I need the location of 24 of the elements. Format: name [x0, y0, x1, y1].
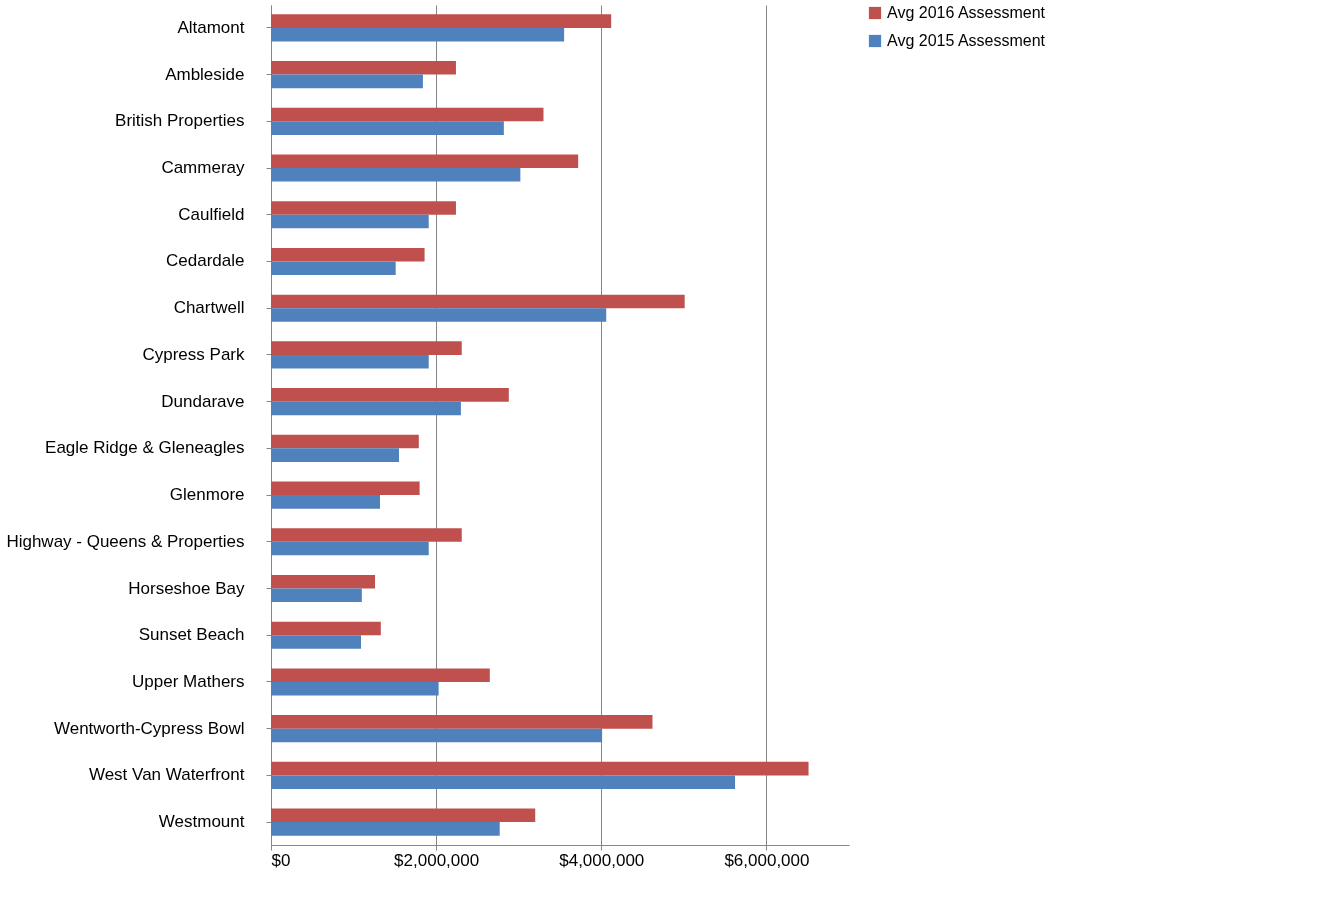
legend-label: Avg 2015 Assessment: [887, 32, 1046, 49]
y-tick-label: Caulfield: [178, 204, 245, 224]
y-tick-label: British Properties: [115, 111, 245, 131]
x-tick-label: $0: [271, 850, 291, 870]
y-tick-label: Highway - Queens & Properties: [6, 531, 245, 551]
y-tick-label: Cammeray: [161, 158, 245, 178]
y-tick-label: Altamont: [177, 17, 245, 37]
y-tick-label: Glenmore: [169, 485, 245, 505]
x-tick-label: $2,000,000: [394, 850, 480, 870]
x-tick-label: $6,000,000: [724, 850, 810, 870]
y-tick-label: Cypress Park: [142, 344, 245, 364]
x-tick-label: $4,000,000: [559, 850, 645, 870]
y-tick-label: Sunset Beach: [138, 625, 245, 645]
y-tick-label: Chartwell: [173, 298, 245, 318]
y-tick-label: Wentworth-Cypress Bowl: [53, 718, 245, 738]
y-tick-label: Upper Mathers: [132, 671, 245, 691]
y-tick-label: Dundarave: [161, 391, 245, 411]
y-tick-label: West Van Waterfront: [88, 765, 245, 785]
y-tick-label: Ambleside: [165, 64, 245, 84]
y-tick-label: Eagle Ridge & Gleneagles: [45, 438, 245, 458]
y-tick-label: Horseshoe Bay: [128, 578, 245, 598]
y-tick-label: Cedardale: [166, 251, 245, 271]
legend-label: Avg 2016 Assessment: [887, 4, 1046, 21]
y-tick-label: Westmount: [158, 812, 245, 832]
